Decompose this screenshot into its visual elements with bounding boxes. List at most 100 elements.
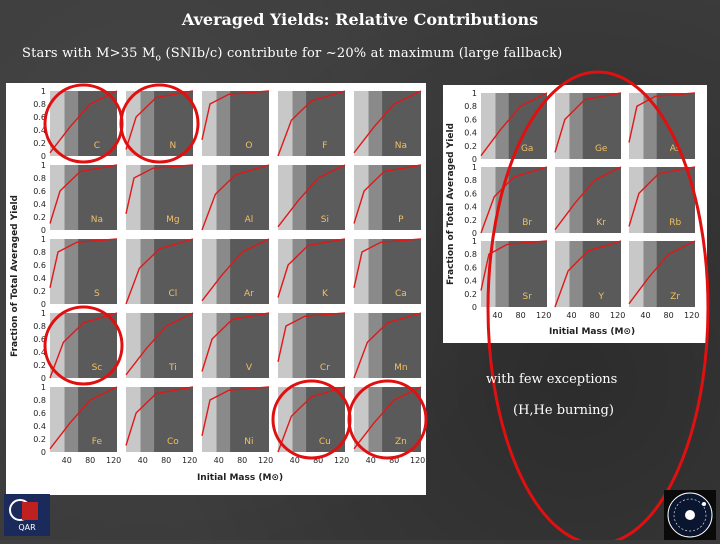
right-y-tick-label: 1: [472, 163, 477, 172]
left-band-mid-Fe: [64, 387, 79, 452]
left-band-light-O: [202, 91, 217, 156]
left-element-label-K: K: [322, 289, 329, 299]
slide-title: Averaged Yields: Relative Contributions: [181, 10, 539, 29]
left-y-tick-label: 0.6: [33, 335, 46, 344]
left-y-axis-label: Fraction of Total Averaged Yield: [10, 195, 20, 357]
right-y-tick-label: 0.2: [464, 142, 477, 151]
left-element-label-Cr: Cr: [320, 363, 330, 373]
right-band-mid-Sr: [495, 241, 509, 307]
left-y-tick-label: 0: [41, 448, 46, 457]
left-band-light-Mg: [126, 165, 141, 230]
left-curve-Si: [277, 164, 346, 228]
right-x-tick-label: 80: [516, 311, 526, 320]
left-y-tick-label: 0: [41, 300, 46, 309]
left-band-light-C: [50, 91, 65, 156]
left-curve-S: [49, 238, 118, 288]
left-band-mid-Cr: [292, 313, 307, 378]
left-band-light-F: [278, 91, 293, 156]
left-element-label-Mg: Mg: [166, 215, 179, 225]
left-curve-Mn: [353, 312, 422, 379]
right-y-tick-label: 0.2: [464, 290, 477, 299]
right-y-tick-label: 0.8: [464, 102, 477, 111]
note-exceptions: with few exceptions: [486, 372, 618, 387]
right-band-light-Zr: [629, 241, 644, 307]
left-band-mid-Ti: [140, 313, 155, 378]
left-element-label-Zn: Zn: [395, 437, 407, 447]
left-element-label-Na: Na: [395, 141, 407, 151]
right-y-tick-label: 1: [472, 237, 477, 246]
left-y-tick-label: 1: [41, 383, 46, 392]
right-x-axis-label: Initial Mass (M⊙): [549, 327, 635, 337]
left-x-axis-label: Initial Mass (M⊙): [197, 473, 283, 483]
left-band-mid-S: [64, 239, 79, 304]
left-y-tick-label: 0.4: [33, 274, 46, 283]
right-y-tick-label: 0: [472, 155, 477, 164]
left-element-label-S: S: [94, 289, 100, 299]
left-y-tick-label: 0.6: [33, 409, 46, 418]
left-y-tick-label: 0.8: [33, 174, 46, 183]
left-y-tick-label: 0: [41, 226, 46, 235]
right-x-tick-label: 120: [684, 311, 699, 320]
left-curve-Cr: [277, 312, 346, 362]
left-y-tick-label: 1: [41, 87, 46, 96]
left-x-tick-label: 120: [334, 456, 349, 465]
left-element-label-F: F: [322, 141, 327, 151]
right-x-tick-label: 40: [566, 311, 576, 320]
left-x-tick-label: 80: [161, 456, 171, 465]
right-element-label-Ge: Ge: [595, 144, 608, 154]
left-element-label-Al: Al: [245, 215, 254, 225]
left-band-light-S: [50, 239, 65, 304]
left-band-mid-Ar: [216, 239, 231, 304]
left-y-tick-label: 0.2: [33, 435, 46, 444]
subtitle-suffix: (SNIb/c) contribute for ~20% at maximum …: [161, 46, 563, 61]
right-band-light-Sr: [481, 241, 496, 307]
right-element-label-Ga: Ga: [521, 144, 534, 154]
left-band-mid-C: [64, 91, 79, 156]
left-band-mid-O: [216, 91, 231, 156]
left-element-label-Ca: Ca: [395, 289, 407, 299]
right-yield-figure: Fraction of Total Averaged Yield Ga 0 0.2 0.…: [443, 85, 707, 343]
right-element-label-Kr: Kr: [596, 218, 606, 228]
left-y-tick-label: 0.8: [33, 322, 46, 331]
right-element-label-Y: Y: [597, 292, 604, 302]
right-y-axis-label: Fraction of Total Averaged Yield: [446, 123, 456, 285]
left-curve-Na: [49, 164, 118, 224]
left-curve-Ca: [353, 238, 422, 288]
left-y-tick-label: 0.6: [33, 113, 46, 122]
seal-logo: [664, 490, 716, 540]
left-y-tick-label: 0.4: [33, 200, 46, 209]
left-y-tick-label: 0.8: [33, 248, 46, 257]
left-y-tick-label: 0.2: [33, 287, 46, 296]
left-yield-grid-svg: Fraction of Total Averaged Yield C 0 0.2 0.4…: [10, 87, 425, 483]
left-x-tick-label: 40: [366, 456, 376, 465]
right-y-tick-label: 0.2: [464, 216, 477, 225]
left-x-tick-label: 80: [237, 456, 247, 465]
left-element-label-Ni: Ni: [244, 437, 253, 447]
right-x-tick-label: 120: [610, 311, 625, 320]
institute-logo: QAR: [4, 494, 50, 536]
left-element-label-N: N: [170, 141, 177, 151]
left-band-mid-Cl: [140, 239, 155, 304]
left-y-tick-label: 1: [41, 161, 46, 170]
left-curve-Co: [125, 386, 194, 446]
left-curve-Al: [201, 164, 270, 231]
right-yield-grid-svg: Fraction of Total Averaged Yield Ga 0 0.2 0.…: [446, 89, 699, 337]
right-y-tick-label: 0.4: [464, 129, 477, 138]
left-element-label-Si: Si: [321, 215, 329, 225]
left-x-tick-label: 40: [290, 456, 300, 465]
right-band-mid-Ga: [495, 93, 509, 159]
right-x-tick-label: 40: [492, 311, 502, 320]
left-curve-Cl: [125, 238, 194, 305]
left-band-mid-Mn: [368, 313, 383, 378]
seal-logo-graphic: [664, 490, 716, 540]
right-element-label-Zr: Zr: [670, 292, 680, 302]
right-x-tick-label: 80: [664, 311, 674, 320]
left-band-light-Zn: [354, 387, 369, 452]
left-band-mid-V: [216, 313, 231, 378]
note-burning: (H,He burning): [513, 403, 614, 418]
left-curve-F: [277, 90, 346, 157]
left-curve-Ar: [201, 238, 270, 302]
right-element-label-Rb: Rb: [669, 218, 681, 228]
right-band-mid-Y: [569, 241, 583, 307]
left-x-tick-label: 120: [410, 456, 425, 465]
